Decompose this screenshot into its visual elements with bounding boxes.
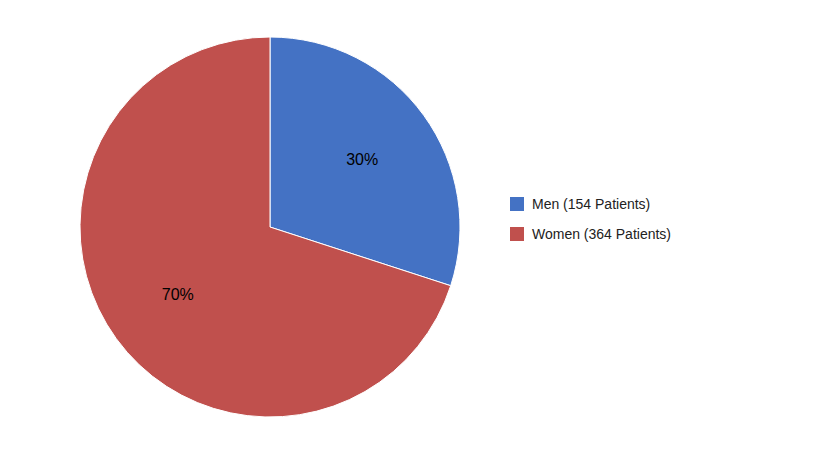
chart: 30% 70% Men (154 Patients) Women (364 Patie… <box>0 0 834 454</box>
legend-label: Women (364 Patients) <box>532 226 671 242</box>
data-label: 70% <box>162 286 194 303</box>
data-label: 30% <box>346 151 378 168</box>
legend-swatch <box>510 197 524 211</box>
data-labels: 30% 70% <box>162 151 378 302</box>
legend-label: Men (154 Patients) <box>532 196 650 212</box>
legend-swatch <box>510 227 524 241</box>
pie: 30% 70% <box>80 37 460 417</box>
legend-item: Women (364 Patients) <box>510 226 671 242</box>
slices <box>80 37 460 417</box>
legend: Men (154 Patients) Women (364 Patients) <box>510 196 671 242</box>
legend-item: Men (154 Patients) <box>510 196 650 212</box>
slice <box>80 37 451 417</box>
